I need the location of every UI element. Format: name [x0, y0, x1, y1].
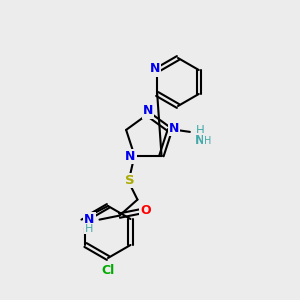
Text: N: N	[169, 122, 179, 135]
Text: Cl: Cl	[101, 265, 115, 278]
Text: H: H	[85, 224, 94, 234]
Text: N: N	[125, 150, 136, 163]
Text: H: H	[196, 124, 204, 137]
Text: O: O	[140, 204, 151, 217]
Text: N: N	[84, 213, 95, 226]
Text: N: N	[150, 62, 160, 76]
Text: N: N	[143, 104, 153, 118]
Text: S: S	[125, 174, 134, 187]
Text: N: N	[195, 134, 205, 147]
Text: H: H	[204, 136, 211, 146]
